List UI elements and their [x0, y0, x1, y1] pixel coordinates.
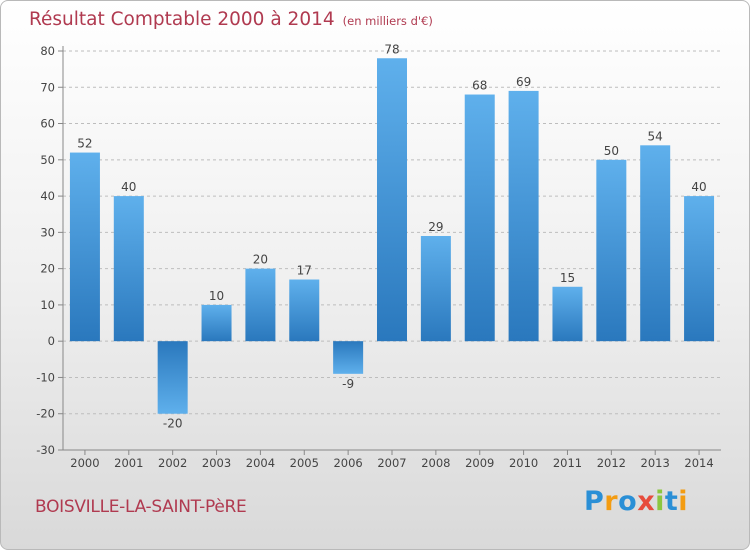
location-name: BOISVILLE-LA-SAINT-PèRE: [35, 497, 247, 517]
proxiti-logo: Proxiti: [584, 486, 688, 517]
y-tick-label: 20: [40, 262, 55, 276]
y-tick-label: 30: [40, 225, 55, 239]
bar: [333, 341, 364, 374]
y-tick-label: 0: [48, 334, 55, 348]
data-label: -9: [342, 377, 354, 391]
logo-letter: r: [604, 486, 619, 517]
data-label: 69: [516, 75, 531, 89]
y-tick-label: 80: [40, 44, 55, 58]
data-label: -20: [163, 417, 183, 431]
data-label: 78: [384, 42, 399, 56]
axes: [58, 46, 721, 455]
bar: [684, 196, 715, 342]
x-tick-label: 2004: [246, 456, 275, 470]
chart-title: Résultat Comptable 2000 à 2014: [29, 9, 335, 30]
bar: [377, 58, 407, 342]
data-label: 40: [691, 180, 706, 194]
bar: [201, 304, 232, 342]
logo-letter: P: [584, 486, 605, 517]
x-tick-label: 2005: [290, 456, 319, 470]
data-label: 50: [604, 144, 619, 158]
data-label: 15: [560, 271, 575, 285]
x-tick-label: 2008: [421, 456, 450, 470]
bar: [289, 279, 320, 342]
data-label: 68: [472, 79, 487, 93]
x-tick-label: 2009: [465, 456, 494, 470]
y-tick-label: 40: [40, 189, 55, 203]
chart-subtitle: (en milliers d'€): [342, 14, 433, 28]
bar: [640, 145, 671, 342]
data-label: 29: [428, 220, 443, 234]
bar: [69, 152, 100, 342]
data-label: 52: [77, 137, 92, 151]
labels: -30 -20 -10 0 10 20 30 40 50 60 70 80 52 2000 40 2001 -2…: [36, 42, 714, 470]
x-tick-label: 2002: [158, 456, 187, 470]
x-tick-label: 2000: [70, 456, 99, 470]
logo-letter: t: [664, 486, 679, 517]
x-tick-label: 2003: [202, 456, 231, 470]
x-tick-label: 2011: [553, 456, 582, 470]
x-tick-label: 2001: [114, 456, 143, 470]
logo-letter: o: [618, 486, 638, 517]
data-label: 17: [297, 264, 312, 278]
bars: [69, 58, 715, 414]
bar: [157, 341, 188, 414]
bar: [420, 235, 451, 342]
y-tick-label: -20: [36, 407, 55, 421]
chart-title-block: Résultat Comptable 2000 à 2014 (en millie…: [29, 9, 433, 30]
bar: [464, 94, 495, 342]
bar: [596, 159, 627, 342]
logo-letter: x: [637, 486, 656, 517]
y-tick-label: 60: [40, 117, 55, 131]
y-tick-label: -30: [36, 443, 55, 457]
logo-letter: i: [678, 486, 689, 517]
y-tick-label: 50: [40, 153, 55, 167]
x-tick-label: 2007: [377, 456, 406, 470]
y-tick-label: 10: [40, 298, 55, 312]
y-tick-label: -10: [36, 370, 55, 384]
data-label: 20: [253, 253, 268, 267]
x-tick-label: 2012: [597, 456, 626, 470]
bar: [552, 286, 583, 342]
x-tick-label: 2006: [333, 456, 362, 470]
data-label: 54: [648, 129, 663, 143]
x-tick-label: 2013: [641, 456, 670, 470]
bar: [245, 268, 276, 342]
bar: [508, 90, 539, 342]
x-tick-label: 2010: [509, 456, 538, 470]
x-tick-label: 2014: [684, 456, 713, 470]
data-label: 10: [209, 289, 224, 303]
logo-letter: i: [655, 486, 665, 517]
data-label: 40: [121, 180, 136, 194]
bar: [113, 196, 144, 342]
y-tick-label: 70: [40, 80, 55, 94]
